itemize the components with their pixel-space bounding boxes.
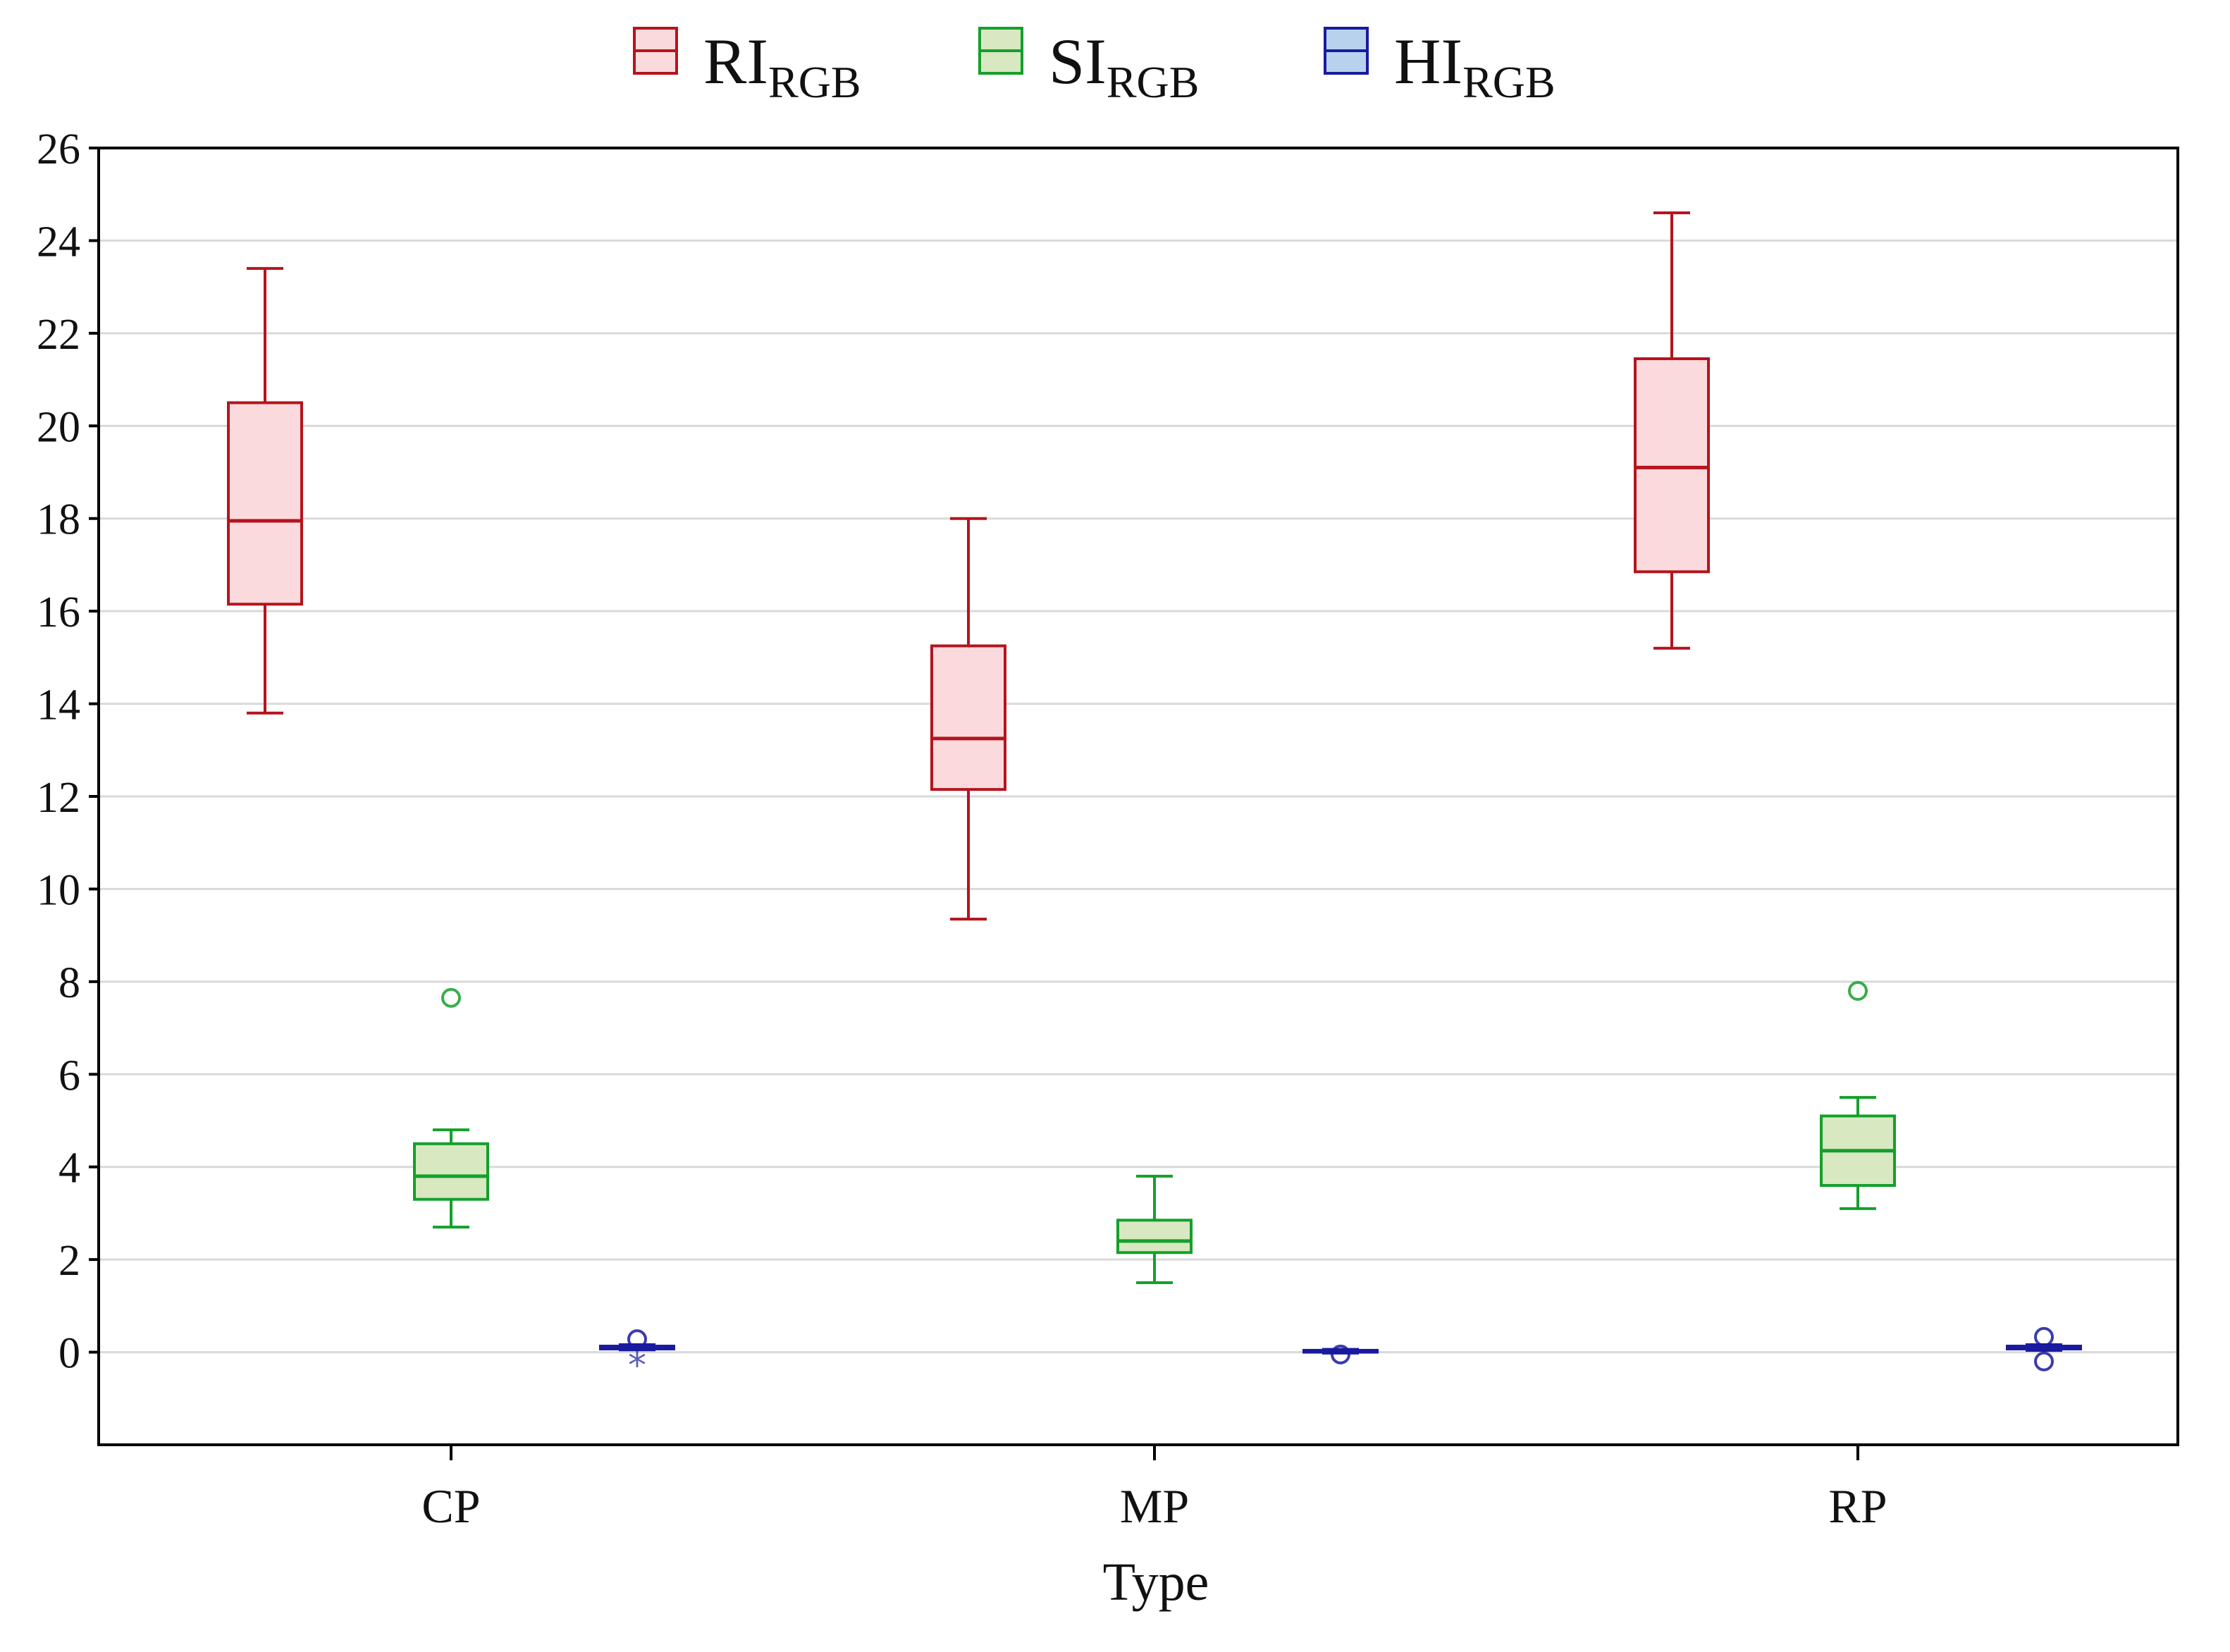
box-ri-cp [227,266,303,715]
outlier-point [2034,1326,2054,1347]
series-ri [227,211,1710,921]
x-tick-label-cp: CP [421,1479,480,1533]
outlier-point [1331,1344,1350,1364]
x-tick-label-mp: MP [1120,1479,1189,1533]
y-tick-label: 2 [58,1237,80,1285]
box-hi-mp [1302,1344,1379,1364]
y-tick-label: 4 [58,1145,80,1192]
gridlines [99,239,2178,1354]
y-tick-label: 8 [58,959,80,1007]
y-tick-label: 12 [37,774,80,822]
legend-label-main: SI [1049,25,1107,97]
legend-label-subscript: RGB [768,57,861,107]
outlier-point [2034,1351,2054,1371]
y-tick-label: 10 [37,866,80,914]
legend-label: RIRGB [703,25,861,107]
y-tick-label: 26 [37,125,80,173]
legend-label-main: HI [1394,25,1462,97]
legend-label-subscript: RGB [1107,57,1200,107]
box-iqr [930,644,1006,791]
y-tick-label: 20 [37,403,80,451]
x-axis-label: Type [1103,1553,1209,1612]
box-hi-rp [2006,1326,2082,1371]
box-iqr [1116,1219,1193,1255]
box-series: * [227,211,2082,1387]
y-tick-label: 0 [58,1330,80,1378]
box-iqr [1634,357,1710,574]
y-tick-label: 16 [37,588,80,636]
y-tick-label: 22 [37,311,80,359]
extreme-point: * [628,1345,646,1387]
plot-frame [97,147,2179,1446]
legend-item-si: SIRGB [978,25,1199,107]
legend-label: SIRGB [1049,25,1199,107]
y-tick-label: 6 [58,1052,80,1099]
box-iqr [413,1142,489,1201]
box-ri-rp [1634,211,1710,650]
box-ri-mp [930,517,1006,921]
legend-item-ri: RIRGB [633,25,861,107]
legend-label: HIRGB [1394,25,1556,107]
legend: RIRGB SIRGB HIRGB [633,25,1556,107]
legend-label-main: RI [703,25,768,97]
box-hi-cp: * [599,1329,675,1387]
y-tick-label: 24 [37,218,80,266]
legend-label-subscript: RGB [1462,57,1556,107]
box-si-mp [1116,1174,1193,1284]
box-si-rp [1820,981,1896,1210]
x-axis-ticks: CP MP RP [421,1445,1887,1533]
series-hi: * [599,1326,2082,1387]
x-tick-label-rp: RP [1828,1479,1887,1533]
box-iqr [227,401,303,606]
outlier-point [1848,981,1868,1001]
y-tick-label: 14 [37,682,80,729]
outlier-point [627,1329,647,1350]
box-si-cp [413,987,489,1229]
series-si [413,981,1896,1284]
y-tick-label: 18 [37,496,80,544]
outlier-point [441,987,461,1008]
legend-item-hi: HIRGB [1324,25,1556,107]
